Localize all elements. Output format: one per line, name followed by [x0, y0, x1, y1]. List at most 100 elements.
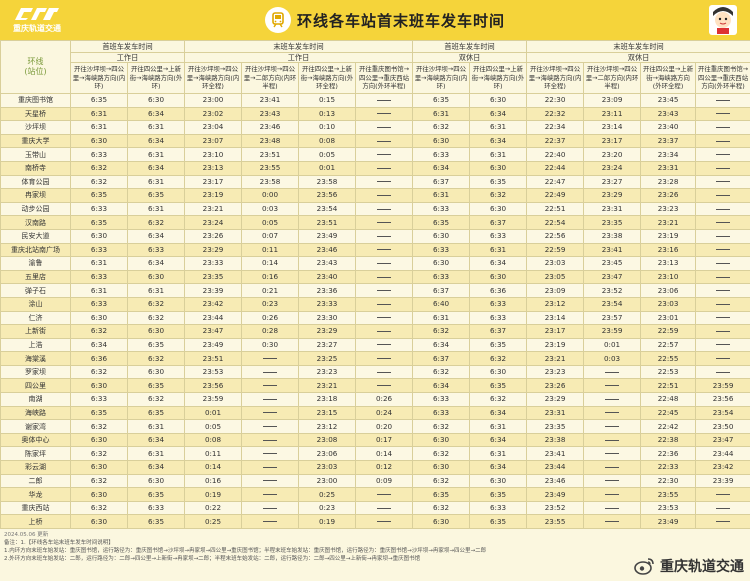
time-cell: 0:25 — [184, 514, 243, 529]
time-cell: 6:31 — [469, 242, 528, 258]
time-cell: 0:26 — [241, 310, 300, 326]
time-cell: 6:31 — [412, 188, 471, 203]
logo-text: 重庆轨道交通 — [13, 24, 61, 33]
station-name: 海棠溪 — [0, 351, 71, 366]
table-row: 罗家坝 6:32 6:30 23:53 23:23 6:32 6:30 23:23 22:53 — [0, 364, 750, 380]
time-cell: 0:01 — [298, 160, 357, 176]
time-cell: 6:30 — [412, 133, 471, 149]
dash-mark — [377, 113, 392, 115]
station-name: 陈家坪 — [0, 446, 71, 462]
time-cell: 6:35 — [469, 337, 528, 353]
dash-mark — [263, 398, 278, 400]
time-cell: 6:32 — [469, 392, 528, 407]
time-cell: 6:32 — [126, 296, 186, 312]
time-cell: 23:33 — [184, 256, 243, 271]
no-service-cell — [695, 242, 750, 258]
time-cell: 23:47 — [184, 324, 243, 339]
no-service-cell — [695, 514, 750, 529]
group-subheader: 双休日 — [412, 52, 528, 63]
time-cell: 0:08 — [184, 432, 243, 448]
time-cell: 23:04 — [184, 120, 243, 135]
no-service-cell — [355, 324, 414, 339]
time-cell: 23:27 — [583, 174, 642, 190]
time-cell: 6:31 — [70, 106, 128, 122]
time-cell: 23:10 — [640, 269, 697, 285]
time-cell: 6:30 — [70, 460, 128, 475]
table-row: 上桥 6:30 6:35 0:25 0:19 6:30 6:35 23:55 23:49 — [0, 514, 750, 529]
direction-header: 开往沙坪坝→四公里→二郎方向(内环半程) — [241, 62, 300, 94]
time-cell: 6:34 — [126, 133, 186, 149]
time-cell: 6:30 — [70, 487, 128, 502]
time-cell: 6:34 — [126, 432, 186, 448]
no-service-cell — [583, 500, 642, 516]
no-service-cell — [355, 120, 414, 135]
time-cell: 22:53 — [640, 364, 697, 380]
time-cell: 23:41 — [526, 446, 585, 462]
table-row: 彩云湖 6:30 6:34 0:14 23:03 0:12 6:30 6:34 23:44 22:… — [0, 460, 750, 475]
dash-mark — [716, 262, 731, 264]
time-cell: 23:35 — [583, 215, 642, 230]
no-service-cell — [583, 364, 642, 380]
schedule-table-wrapper: 环线 (站位) 首班车发车时间 末班车发车时间 首班车发车时间 末班车发车时间 工… — [0, 40, 750, 543]
time-cell: 6:30 — [469, 364, 528, 380]
dash-mark — [716, 249, 731, 251]
no-service-cell — [241, 514, 300, 529]
time-cell: 0:24 — [355, 405, 414, 421]
time-cell: 23:23 — [298, 364, 357, 380]
time-cell: 0:30 — [241, 337, 300, 353]
time-cell: 23:55 — [526, 514, 585, 529]
dash-mark — [716, 521, 731, 523]
station-name: 重庆图书馆 — [0, 93, 71, 108]
group-header: 末班车发车时间 — [526, 40, 750, 53]
station-name: 动步公园 — [0, 201, 71, 217]
dash-mark — [716, 303, 731, 305]
time-cell: 23:53 — [184, 364, 243, 380]
time-cell: 23:02 — [184, 106, 243, 122]
time-cell: 22:57 — [640, 337, 697, 353]
time-cell: 0:11 — [184, 446, 243, 462]
dash-mark — [377, 303, 392, 305]
time-cell: 23:55 — [241, 160, 300, 176]
no-service-cell — [355, 93, 414, 108]
time-cell: 23:58 — [298, 174, 357, 190]
dash-mark — [716, 154, 731, 156]
station-name: 罗家坝 — [0, 364, 71, 380]
time-cell: 23:56 — [298, 188, 357, 203]
time-cell: 6:31 — [469, 446, 528, 462]
direction-header: 开往沙坪坝→四公里→海峡路方向(内环全程) — [184, 62, 243, 94]
time-cell: 0:05 — [184, 419, 243, 434]
time-cell: 6:35 — [469, 514, 528, 529]
time-cell: 23:26 — [526, 378, 585, 394]
time-cell: 23:44 — [184, 310, 243, 326]
time-cell: 6:34 — [412, 160, 471, 176]
time-cell: 23:00 — [184, 93, 243, 108]
time-cell: 6:30 — [469, 269, 528, 285]
time-cell: 6:33 — [126, 242, 186, 258]
direction-header: 开往沙坪坝→四公里→海峡路方向(内环) — [412, 62, 471, 94]
time-cell: 6:33 — [412, 201, 471, 217]
time-cell: 6:32 — [126, 392, 186, 407]
time-cell: 23:51 — [298, 215, 357, 230]
dash-mark — [716, 99, 731, 101]
time-cell: 6:30 — [70, 432, 128, 448]
dash-mark — [377, 140, 392, 142]
dash-mark — [377, 222, 392, 224]
time-cell: 0:03 — [241, 201, 300, 217]
weibo-text: 重庆轨道交通 — [660, 559, 744, 575]
time-cell: 23:06 — [640, 283, 697, 298]
station-name: 弹子石 — [0, 283, 71, 298]
time-cell: 6:34 — [126, 460, 186, 475]
time-cell: 23:30 — [298, 310, 357, 326]
time-cell: 23:29 — [298, 324, 357, 339]
weibo-handle[interactable]: 重庆轨道交通 — [634, 555, 744, 577]
time-cell: 6:34 — [412, 337, 471, 353]
dash-mark — [263, 412, 278, 414]
dash-mark — [716, 167, 731, 169]
time-cell: 22:56 — [526, 228, 585, 244]
time-cell: 0:26 — [355, 392, 414, 407]
time-cell: 22:47 — [526, 174, 585, 190]
time-cell: 23:24 — [184, 215, 243, 230]
table-row: 陈家坪 6:32 6:31 0:11 23:06 0:14 6:32 6:31 23:41 22:… — [0, 446, 750, 462]
time-cell: 6:30 — [469, 473, 528, 489]
time-cell: 6:32 — [126, 310, 186, 326]
